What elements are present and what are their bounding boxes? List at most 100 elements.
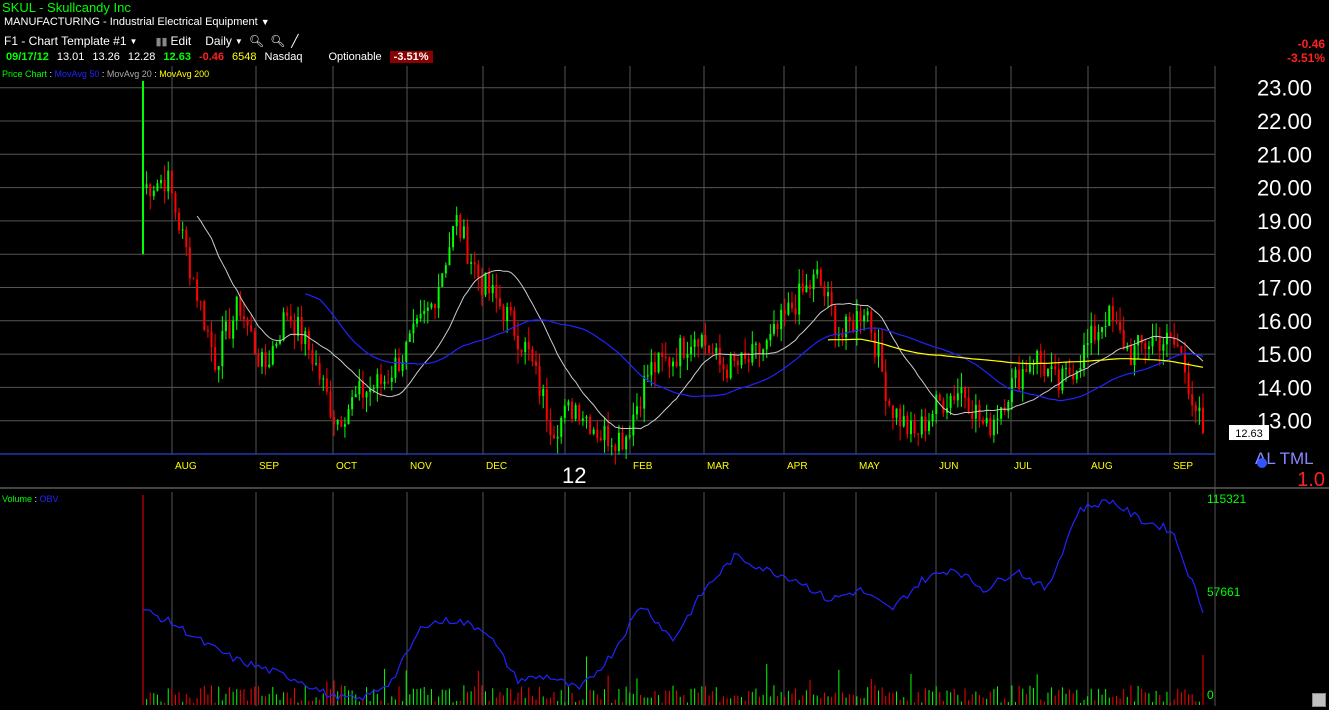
candle-body: [798, 283, 801, 315]
candle-body: [585, 416, 588, 419]
candle-body: [516, 335, 519, 350]
candle-body: [722, 364, 725, 370]
candle-body: [996, 418, 999, 420]
legend-ma200: MovAvg 200: [159, 69, 210, 79]
candle-body: [1133, 345, 1136, 366]
draw-tool-button[interactable]: ╱: [291, 34, 298, 48]
candle-body: [679, 338, 682, 367]
x-tick-label: JUL: [1014, 461, 1032, 472]
candle-body: [1093, 325, 1096, 341]
candle-body: [787, 302, 790, 315]
y-tick-label: 18.00: [1257, 242, 1312, 267]
chart-title: SKUL - Skullcandy Inc: [2, 0, 131, 15]
candle-body: [163, 179, 166, 192]
candle-body: [434, 303, 437, 309]
candle-body: [747, 358, 750, 363]
scroll-corner[interactable]: [1312, 693, 1326, 707]
legend-price: Price Chart: [2, 69, 48, 79]
candle-body: [909, 421, 912, 435]
candle-body: [711, 352, 714, 354]
quote-open: 13.01: [56, 51, 85, 63]
chevron-down-icon: ▼: [129, 36, 138, 46]
industry-dropdown[interactable]: MANUFACTURING - Industrial Electrical Eq…: [4, 16, 270, 28]
candle-body: [675, 361, 678, 367]
candle-body: [315, 363, 318, 365]
candle-body: [466, 226, 469, 264]
candle-body: [733, 354, 736, 361]
zoom-out-button[interactable]: 🔍︎: [270, 34, 285, 48]
candle-body: [1090, 325, 1093, 344]
candle-body: [632, 414, 635, 436]
candle-body: [383, 381, 386, 384]
candle-body: [985, 417, 988, 424]
candle-body: [160, 179, 163, 184]
x-tick-label: SEP: [1173, 461, 1193, 472]
candle-body: [253, 331, 256, 354]
candle-body: [852, 321, 855, 332]
candle-body: [621, 432, 624, 450]
legend-ma20: MovAvg 20: [106, 69, 152, 79]
volume-tick-label: 115321: [1207, 492, 1246, 506]
y-tick-label: 22.00: [1257, 109, 1312, 134]
candle-body: [520, 349, 523, 353]
candle-body: [657, 352, 660, 373]
ma200-line: [827, 338, 1204, 368]
candle-body: [343, 424, 346, 427]
candle-body: [448, 247, 451, 266]
candle-body: [553, 434, 556, 439]
zoom-in-button[interactable]: 🔍︎: [249, 34, 264, 48]
candle-body: [1173, 336, 1176, 345]
candle-body: [390, 377, 393, 382]
candle-body: [333, 417, 336, 425]
candle-body: [625, 436, 628, 450]
candle-body: [845, 316, 848, 338]
candle-body: [203, 301, 206, 331]
candle-body: [506, 307, 509, 322]
candle-body: [783, 309, 786, 315]
candle-body: [682, 338, 685, 358]
ma20-line: [196, 215, 1204, 430]
candle-body: [776, 324, 779, 330]
candle-body: [989, 417, 992, 436]
candle-body: [906, 416, 909, 435]
candle-body: [661, 352, 664, 357]
edit-button[interactable]: ▮▮ Edit: [155, 34, 191, 48]
x-tick-label: APR: [787, 461, 808, 472]
candle-body: [704, 335, 707, 346]
candle-body: [1072, 374, 1075, 380]
candle-body: [242, 316, 245, 320]
candle-body: [444, 265, 447, 274]
candle-body: [827, 292, 830, 297]
candle-body: [304, 331, 307, 344]
candle-body: [628, 435, 631, 437]
candle-body: [455, 215, 458, 227]
candle-body: [780, 309, 783, 330]
legend-obv: OBV: [39, 494, 59, 504]
candle-body: [462, 226, 465, 239]
quote-exchange: Nasdaq: [264, 51, 303, 63]
candle-body: [848, 316, 851, 322]
x-tick-label: JUN: [939, 461, 958, 472]
candle-body: [289, 316, 292, 322]
price-legend: Price Chart : MovAvg 50 : MovAvg 20 : Mo…: [2, 69, 210, 79]
template-dropdown[interactable]: F1 - Chart Template #1 ▼: [4, 34, 137, 48]
candle-body: [823, 285, 826, 297]
candle-body: [1057, 369, 1060, 391]
legend-volume: Volume: [2, 494, 33, 504]
quote-bar: 09/17/12 13.01 13.26 12.28 12.63 -0.46 6…: [6, 51, 433, 63]
y-tick-label: 16.00: [1257, 309, 1312, 334]
candle-body: [192, 278, 195, 280]
candle-body: [935, 394, 938, 415]
candle-body: [502, 306, 505, 322]
candle-body: [1079, 368, 1082, 371]
candle-body: [1108, 305, 1111, 326]
candle-body: [1068, 367, 1071, 375]
candle-body: [1014, 369, 1017, 379]
candle-body: [156, 183, 159, 191]
period-dropdown[interactable]: Daily ▼: [205, 34, 243, 48]
candle-body: [938, 394, 941, 401]
candle-body: [250, 325, 253, 332]
candle-body: [1187, 372, 1190, 395]
candle-body: [1137, 335, 1140, 346]
